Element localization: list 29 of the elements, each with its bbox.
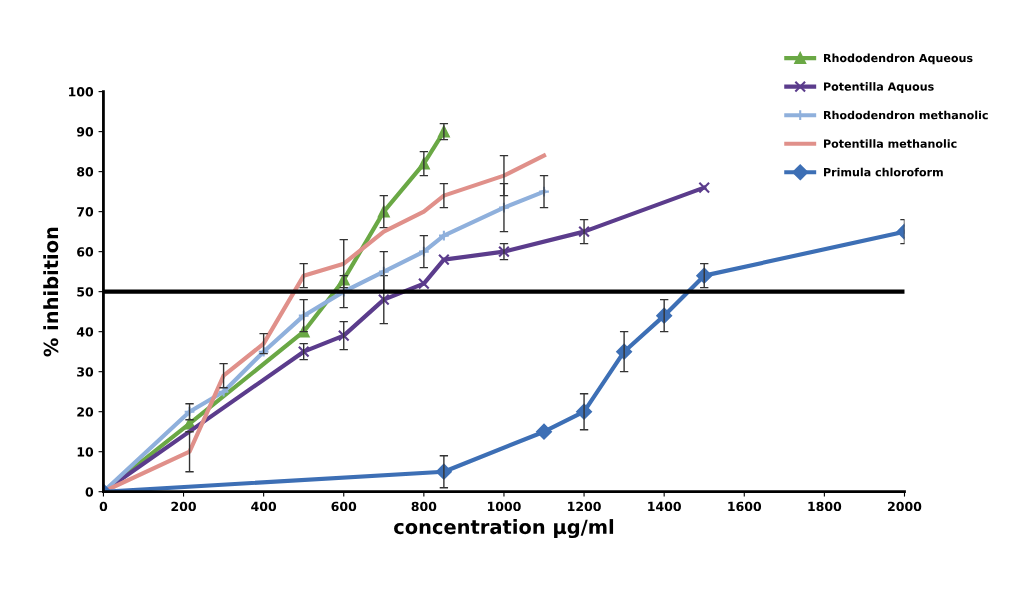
legend-label: Potentilla Aquous bbox=[824, 82, 934, 93]
y-tick-label: 20 bbox=[77, 407, 94, 417]
y-tick-label: 60 bbox=[77, 247, 94, 257]
x-tick-label: 1600 bbox=[728, 501, 762, 512]
x-tick-label: 400 bbox=[251, 501, 277, 512]
y-tick-label: 100 bbox=[69, 87, 94, 97]
legend-label: Primula chloroform bbox=[824, 167, 943, 177]
y-tick-label: 80 bbox=[77, 167, 94, 177]
x-tick-label: 600 bbox=[331, 501, 357, 512]
y-tick-label: 10 bbox=[77, 447, 94, 457]
legend-label: Rhododendron methanolic bbox=[824, 110, 988, 120]
x-tick-label: 800 bbox=[411, 501, 437, 512]
x-tick-label: 1000 bbox=[487, 501, 521, 512]
x-tick-label: 1200 bbox=[568, 501, 601, 512]
legend-label: Rhododendron Aqueous bbox=[824, 53, 973, 65]
y-tick-label: 70 bbox=[77, 207, 94, 217]
legend-label: Potentilla methanolic bbox=[824, 139, 957, 148]
x-axis-title: concentration µg/ml bbox=[394, 519, 614, 539]
x-tick-label: 200 bbox=[171, 501, 196, 512]
y-axis-title: % inhibition bbox=[43, 227, 59, 357]
x-tick-label: 0 bbox=[99, 501, 108, 512]
y-tick-label: 90 bbox=[76, 127, 94, 137]
y-tick-label: 40 bbox=[76, 327, 94, 337]
x-tick-label: 1800 bbox=[808, 501, 842, 512]
y-tick-label: 50 bbox=[77, 287, 94, 297]
y-tick-label: 30 bbox=[77, 367, 94, 377]
x-tick-label: 1400 bbox=[648, 501, 681, 512]
x-tick-label: 2000 bbox=[888, 501, 922, 512]
y-tick-label: 0 bbox=[85, 487, 94, 497]
